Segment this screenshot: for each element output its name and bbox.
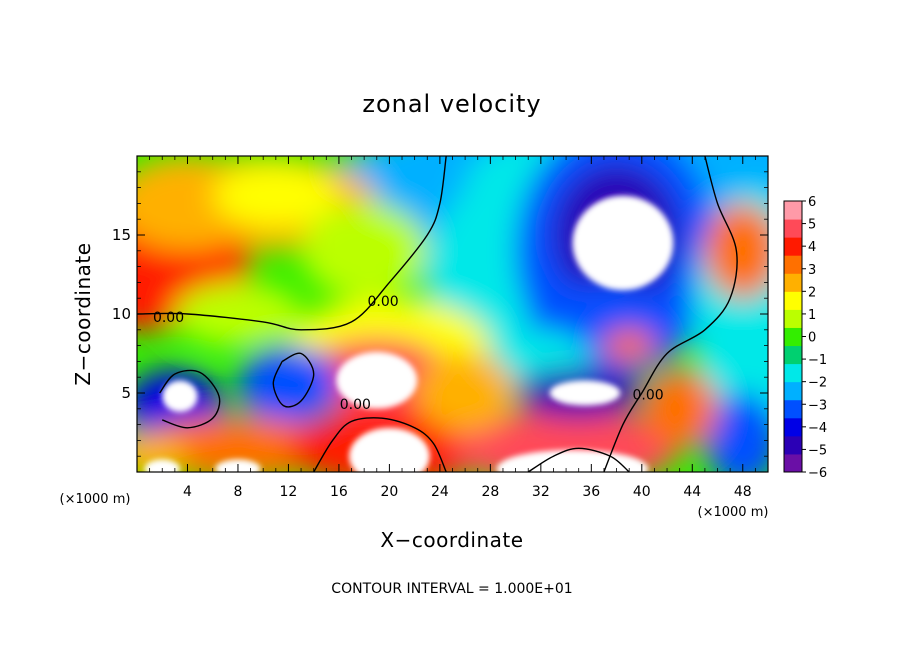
contour-label-0: 0.00 (153, 310, 184, 326)
contour-line-4 (159, 369, 221, 429)
field-region-13 (301, 203, 428, 299)
x-tick-label-8: 36 (582, 484, 600, 500)
contour-label-3: 0.00 (633, 387, 664, 403)
contour-line-1 (603, 156, 738, 472)
colorbar-swatch-14 (784, 201, 802, 220)
field-region-22 (641, 369, 718, 449)
saturated-region-7 (144, 459, 180, 472)
colorbar-tick-label-8: −2 (808, 376, 827, 391)
colorbar-tick-label-2: 4 (808, 240, 816, 255)
z-unit-label: (×1000 m) (60, 492, 131, 507)
x-tick-label-7: 32 (532, 484, 550, 500)
y-tick-label-1: 10 (112, 305, 131, 323)
x-tick-label-5: 24 (431, 484, 449, 500)
x-tick-label-0: 4 (183, 484, 192, 500)
contour-label-1: 0.00 (368, 294, 399, 310)
y-axis-ticks: 5 10 15 (112, 171, 768, 457)
colorbar-swatch-3 (784, 399, 802, 419)
contour-label-2: 0.00 (340, 397, 371, 413)
colorbar-swatch-6 (784, 345, 802, 365)
x-tick-label-3: 16 (330, 484, 348, 500)
contour-interval-note: CONTOUR INTERVAL = 1.000E+01 (331, 581, 572, 597)
field-region-23 (603, 329, 655, 362)
saturated-region-3 (349, 427, 430, 472)
chart-title: zonal velocity (362, 90, 541, 118)
saturated-region-0 (572, 195, 674, 291)
colorbar-tick-label-1: 5 (808, 218, 816, 233)
y-tick-label-0: 5 (121, 384, 131, 402)
colorbar-tick-label-6: 0 (808, 331, 816, 346)
colorbar-swatch-2 (784, 417, 802, 437)
y-tick-label-2: 15 (112, 226, 131, 244)
x-tick-label-10: 44 (683, 484, 701, 500)
y-axis-label: Z−coordinate (71, 242, 95, 385)
x-axis-ticks: 4 8 12 16 20 24 28 32 36 40 44 48 (149, 156, 756, 500)
field-region-24 (414, 353, 516, 433)
colorbar-tick-label-12: −6 (808, 466, 827, 481)
x-unit-label: (×1000 m) (698, 505, 769, 520)
colorbar-tick-label-5: 1 (808, 308, 816, 323)
colorbar-tick-label-7: −1 (808, 353, 827, 368)
saturated-region-1 (336, 351, 418, 409)
x-tick-label-4: 20 (380, 484, 398, 500)
contour-lines (137, 156, 738, 472)
colorbar-swatch-0 (784, 453, 802, 473)
x-tick-label-6: 28 (481, 484, 499, 500)
colorbar-swatch-7 (784, 327, 802, 347)
plot-area: 0.00 0.00 0.00 0.00 (137, 156, 768, 472)
field-region-18 (137, 416, 339, 472)
colorbar-tick-label-0: 6 (808, 195, 816, 210)
x-tick-label-1: 8 (233, 484, 242, 500)
field-region-27 (137, 432, 188, 472)
x-axis-label: X−coordinate (380, 528, 523, 552)
colorbar-swatch-5 (784, 363, 802, 383)
colorbar-swatch-13 (784, 219, 802, 238)
colorbar-tick-label-11: −5 (808, 443, 827, 458)
contour-line-2 (313, 417, 447, 472)
contour-labels: 0.00 0.00 0.00 0.00 (153, 294, 664, 413)
field-region-26 (174, 282, 302, 346)
colorbar-tick-label-3: 3 (808, 263, 816, 278)
colorbar-swatch-10 (784, 273, 802, 292)
saturated-region-2 (162, 380, 198, 412)
x-tick-label-9: 40 (633, 484, 651, 500)
field-region-12 (212, 163, 339, 228)
x-tick-label-2: 12 (280, 484, 298, 500)
contour-line-5 (272, 352, 315, 408)
colorbar-swatch-9 (784, 291, 802, 310)
colorbar-tick-label-10: −4 (808, 421, 827, 436)
contour-line-3 (527, 447, 630, 472)
x-tick-label-11: 48 (734, 484, 752, 500)
contour-line-0 (137, 156, 447, 331)
velocity-field (137, 156, 768, 472)
colorbar: 6 5 4 3 2 1 0 −1 −2 −3 −4 −5 −6 (783, 195, 827, 481)
field-region-7 (704, 393, 768, 472)
colorbar-swatch-4 (784, 381, 802, 401)
saturated-region-4 (549, 380, 621, 406)
colorbar-tick-label-4: 2 (808, 285, 816, 300)
saturated-regions (144, 195, 674, 472)
colorbar-swatch-12 (784, 237, 802, 256)
field-region-17 (237, 345, 339, 425)
colorbar-tick-label-9: −3 (808, 398, 827, 413)
colorbar-swatch-1 (784, 435, 802, 455)
colorbar-swatch-8 (784, 309, 802, 328)
field-region-25 (704, 203, 768, 299)
colorbar-swatch-11 (784, 255, 802, 274)
